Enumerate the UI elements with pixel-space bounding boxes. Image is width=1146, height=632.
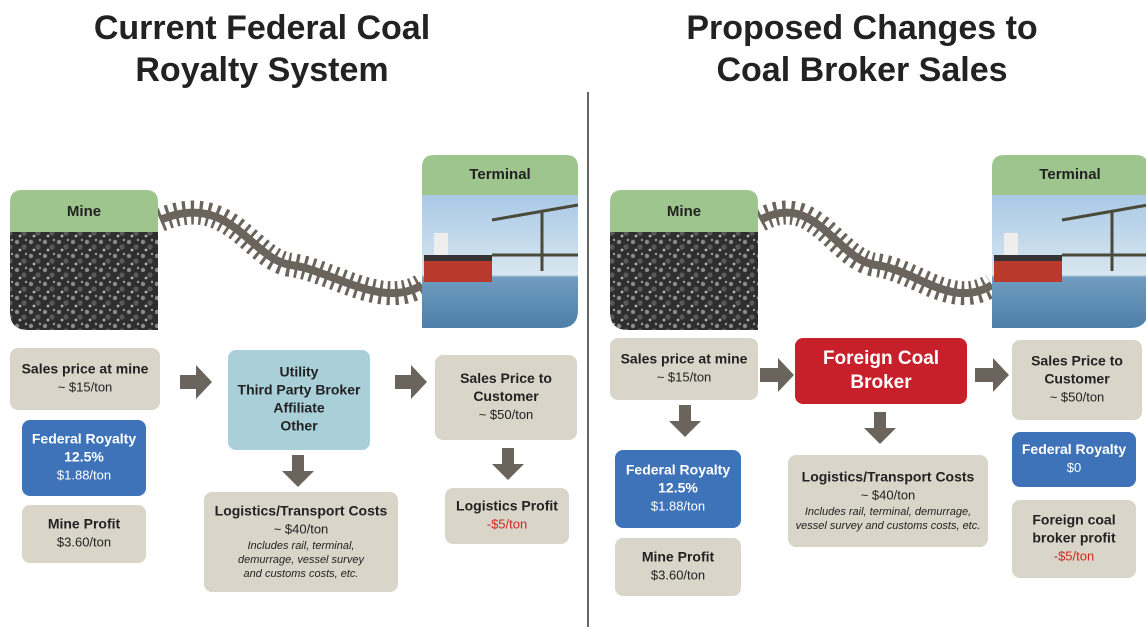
box-text: Other xyxy=(280,418,318,434)
box-text: Mine Profit xyxy=(642,549,715,565)
box-text: -$5/ton xyxy=(487,516,527,531)
box-text: ~ $50/ton xyxy=(1050,389,1105,404)
box-text: ~ $40/ton xyxy=(861,487,916,502)
illustrations xyxy=(10,155,1146,330)
box-text: 12.5% xyxy=(64,449,104,465)
box-text: Affiliate xyxy=(273,400,325,416)
ship-hull xyxy=(994,260,1062,282)
mine-label: Mine xyxy=(67,203,101,220)
box-text: Broker xyxy=(850,372,912,393)
box-text: Logistics Profit xyxy=(456,498,558,514)
box-text: vessel survey and customs costs, etc. xyxy=(796,520,981,532)
box-text: Sales Price to xyxy=(460,370,552,386)
box-text: broker profit xyxy=(1032,530,1116,546)
ship-bridge xyxy=(1004,233,1018,255)
mine-label: Mine xyxy=(667,203,701,220)
box-text: Federal Royalty xyxy=(1022,441,1126,457)
box-text: Utility xyxy=(280,364,319,380)
box-text: Third Party Broker xyxy=(238,382,361,398)
panel-title: Proposed Changes to xyxy=(686,9,1037,47)
box-text: Logistics/Transport Costs xyxy=(215,503,388,519)
terminal-label: Terminal xyxy=(1039,166,1100,183)
box-text: $3.60/ton xyxy=(57,534,111,549)
rail-track xyxy=(760,213,992,294)
box-text: $1.88/ton xyxy=(651,498,705,513)
box-text: Customer xyxy=(473,388,539,404)
terminal-label: Terminal xyxy=(469,166,530,183)
box-text: Includes rail, terminal, xyxy=(248,540,355,552)
box-text: Includes rail, terminal, demurrage, xyxy=(805,506,971,518)
panel-title: Current Federal Coal xyxy=(94,9,430,47)
box-text: 12.5% xyxy=(658,480,698,496)
box-text: Sales price at mine xyxy=(621,351,748,367)
box-text: $0 xyxy=(1067,460,1081,475)
box-text: $1.88/ton xyxy=(57,467,111,482)
box-text: ~ $40/ton xyxy=(274,521,329,536)
box-text: Sales Price to xyxy=(1031,353,1123,369)
ship-hull xyxy=(424,260,492,282)
coal-image xyxy=(10,232,158,330)
box-text: Mine Profit xyxy=(48,516,121,532)
panel-title: Coal Broker Sales xyxy=(716,51,1007,89)
box-text: Foreign Coal xyxy=(823,348,939,369)
box-text: demurrage, vessel survey xyxy=(238,554,365,566)
box-text: Customer xyxy=(1044,371,1110,387)
box-text: ~ $50/ton xyxy=(479,407,534,422)
rail-ties xyxy=(160,213,422,294)
coal-image xyxy=(610,232,758,330)
box-text: $3.60/ton xyxy=(651,567,705,582)
box-text: Federal Royalty xyxy=(32,431,136,447)
box-text: Foreign coal xyxy=(1032,512,1115,528)
box-text: ~ $15/ton xyxy=(657,369,712,384)
box-text: -$5/ton xyxy=(1054,548,1094,563)
panel-title: Royalty System xyxy=(135,51,388,89)
diagram: Current Federal Coal Royalty System Mine Te… xyxy=(0,0,1146,627)
box-text: Sales price at mine xyxy=(22,361,149,377)
ship-deck xyxy=(994,255,1062,261)
ship-deck xyxy=(424,255,492,261)
rail-ties xyxy=(760,213,992,294)
box-text: ~ $15/ton xyxy=(58,379,113,394)
box-text: Logistics/Transport Costs xyxy=(802,469,975,485)
box-text: and customs costs, etc. xyxy=(244,568,359,580)
ship-bridge xyxy=(434,233,448,255)
rail-track xyxy=(160,213,422,294)
box-text: Federal Royalty xyxy=(626,462,730,478)
